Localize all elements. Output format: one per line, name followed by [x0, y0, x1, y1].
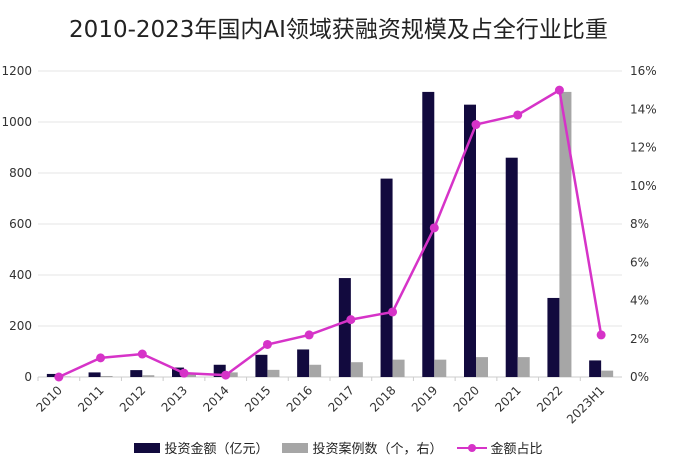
x-tick-label: 2022 — [534, 383, 565, 414]
x-tick-label: 2016 — [284, 383, 315, 414]
x-tick-label: 2010 — [33, 383, 64, 414]
bar-amount — [338, 278, 351, 377]
legend: 投资金额（亿元） 投资案例数（个，右） 金额占比 — [0, 438, 677, 457]
bar-amount — [589, 360, 602, 377]
point-share — [596, 330, 606, 340]
bar-count — [434, 359, 447, 377]
bar-count — [392, 359, 405, 377]
legend-label: 投资金额（亿元） — [164, 442, 269, 457]
x-tick-label: 2019 — [409, 383, 440, 414]
legend-item-count: 投资案例数（个，右） — [282, 438, 443, 457]
point-share — [96, 353, 106, 363]
y2-tick-label: 14% — [630, 102, 657, 116]
bar-amount — [422, 91, 435, 377]
legend-label: 投资案例数（个，右） — [312, 442, 443, 457]
bar-count — [225, 372, 238, 377]
y-tick-label: 600 — [9, 217, 32, 231]
legend-swatch — [134, 442, 161, 453]
y-tick-label: 1200 — [1, 64, 32, 78]
x-tick-label: 2020 — [451, 383, 482, 414]
point-share — [221, 370, 231, 380]
point-share — [429, 223, 439, 233]
y-tick-label: 800 — [9, 166, 32, 180]
y2-tick-label: 10% — [630, 179, 657, 193]
legend-swatch — [282, 442, 309, 453]
point-share — [471, 120, 481, 130]
bar-count — [267, 369, 280, 377]
y2-tick-label: 0% — [630, 370, 649, 384]
y2-tick-label: 2% — [630, 332, 649, 346]
bar-amount — [255, 354, 268, 377]
x-tick-label: 2021 — [492, 383, 523, 414]
x-tick-label: 2018 — [367, 383, 398, 414]
bar-amount — [464, 104, 476, 377]
y2-tick-label: 6% — [630, 255, 649, 269]
legend-label: 金额占比 — [490, 442, 543, 457]
x-tick-label: 2014 — [200, 383, 231, 414]
point-share — [554, 85, 564, 95]
bar-count — [517, 357, 530, 377]
chart-title: 2010-2023年国内AI领域获融资规模及占全行业比重 — [69, 17, 608, 43]
x-tick-label: 2012 — [117, 383, 148, 414]
bar-count — [350, 362, 363, 377]
point-share — [513, 110, 523, 120]
bar-count — [142, 375, 155, 377]
legend-line-marker — [456, 443, 487, 453]
line-share — [58, 88, 603, 379]
bar-amount — [297, 349, 310, 377]
y2-tick-label: 12% — [630, 141, 657, 155]
bar-count — [184, 374, 196, 377]
y2-tick-label: 16% — [630, 64, 657, 78]
point-share — [262, 339, 272, 349]
point-share — [179, 368, 189, 378]
y-tick-label: 200 — [9, 319, 32, 333]
y-tick-label: 1000 — [1, 115, 32, 129]
bar-amount — [130, 370, 143, 377]
bar-count — [100, 375, 113, 377]
bar-count — [559, 91, 572, 377]
bar-count — [476, 357, 488, 377]
legend-item-amount: 投资金额（亿元） — [134, 438, 268, 457]
y2-tick-label: 8% — [630, 217, 649, 231]
bar-count — [309, 364, 322, 377]
point-share — [54, 372, 64, 382]
x-tick-label: 2017 — [325, 383, 356, 414]
y-tick-label: 400 — [9, 268, 32, 282]
point-share — [388, 307, 398, 317]
point-share — [137, 349, 147, 359]
bar-amount — [46, 373, 59, 377]
x-tick-label: 2011 — [75, 383, 106, 414]
y-tick-label: 0 — [24, 370, 32, 384]
point-share — [304, 330, 314, 340]
x-tick-label: 2013 — [159, 383, 190, 414]
bar-amount — [88, 372, 101, 377]
bar-amount — [172, 367, 184, 377]
x-tick-label: 2015 — [242, 383, 273, 414]
bar-count — [601, 370, 614, 377]
bar-amount — [505, 157, 518, 377]
point-share — [346, 315, 356, 325]
bar-amount — [547, 297, 560, 377]
y2-tick-label: 4% — [630, 294, 649, 308]
bar-amount — [380, 178, 393, 377]
bar-count — [58, 376, 71, 377]
legend-item-share: 金额占比 — [456, 438, 543, 457]
x-tick-label: 2023H1 — [564, 383, 607, 426]
